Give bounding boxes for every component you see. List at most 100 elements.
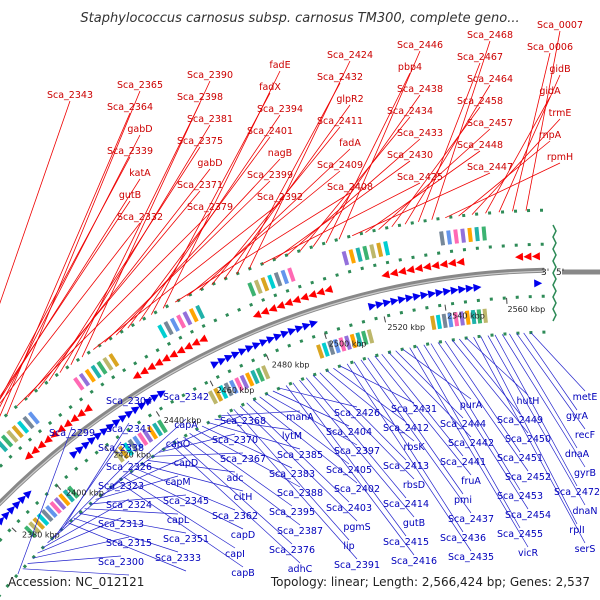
- bottom-leader-line: [57, 441, 122, 533]
- top-gene-label: Sca_2364: [107, 102, 153, 113]
- top-gene-label: Sca_2390: [187, 70, 233, 81]
- bottom-leader-line: [266, 393, 358, 446]
- forward-gene-arrow-shape: [140, 366, 149, 375]
- bottom-leader-line: [62, 422, 130, 529]
- top-leader-line: [0, 134, 141, 408]
- bottom-gene-label: Sca_2413: [383, 461, 429, 472]
- bottom-gene-label: Sca_2351: [163, 534, 209, 545]
- forward-gene-arrow-shape: [70, 414, 80, 423]
- top-gene-label: Sca_2398: [177, 92, 223, 103]
- track-border-dots: [0, 208, 557, 598]
- bottom-leader-line: [333, 367, 407, 423]
- reverse-gene-arrow-shape: [230, 351, 240, 360]
- top-gene-label: Sca_2411: [317, 116, 363, 127]
- reverse-gene-arrow-shape: [111, 419, 121, 427]
- tick-label: 2460 kbp: [217, 386, 255, 395]
- reverse-gene-arrow: [143, 398, 153, 407]
- top-gene-label: Sca_2438: [397, 84, 443, 95]
- bottom-leader-line: [129, 472, 244, 530]
- forward-gene-arrow-shape: [37, 440, 47, 449]
- top-gene-label: fadX: [259, 82, 281, 93]
- bottom-gene-label: Sca_2435: [448, 552, 494, 563]
- bottom-leader-line: [123, 476, 236, 549]
- forward-gene-arrow: [191, 338, 201, 346]
- reverse-gene-arrow-shape: [309, 320, 318, 328]
- bottom-leader-line: [430, 343, 521, 491]
- bottom-leader-line: [319, 372, 407, 461]
- bottom-gene-label: capO: [166, 439, 191, 450]
- reverse-gene-arrow-shape: [367, 302, 377, 311]
- reverse-gene-arrow-shape: [412, 293, 422, 301]
- top-leader-line: [365, 150, 481, 233]
- forward-gene-arrow-shape: [57, 424, 67, 433]
- bottom-leader-line: [141, 464, 244, 492]
- top-gene-label: Sca_2446: [397, 40, 443, 51]
- reverse-gene-arrow: [273, 333, 283, 342]
- reverse-annotation-block: [122, 442, 135, 456]
- forward-gene-arrow-shape: [439, 259, 448, 268]
- reverse-annotation-block: [218, 384, 229, 400]
- reverse-gene-arrow: [137, 402, 147, 411]
- reverse-annotation-block: [361, 330, 369, 346]
- forward-gene-arrow-shape: [44, 435, 53, 444]
- reverse-gene-arrow: [223, 354, 233, 363]
- bottom-leader-line: [272, 390, 350, 427]
- reverse-gene-arrow-shape: [244, 345, 254, 353]
- top-leader-line: [352, 172, 491, 237]
- bottom-leader-line: [252, 399, 358, 484]
- top-gene-label: Sca_2399: [247, 170, 293, 181]
- bottom-leader-line: [47, 479, 122, 544]
- top-gene-label: Sca_2430: [387, 150, 433, 161]
- reverse-annotation-block: [147, 425, 159, 440]
- forward-gene-arrow-shape: [31, 445, 41, 455]
- bottom-gene-label: Sca_2367: [220, 454, 266, 465]
- tick-mark: [209, 380, 214, 387]
- reverse-gene-arrow-shape: [465, 284, 474, 293]
- top-gene-label: Sca_2464: [467, 74, 513, 85]
- bottom-leader-line: [509, 333, 578, 449]
- reverse-annotation-block: [349, 333, 358, 349]
- tick-mark: [104, 445, 110, 452]
- bottom-gene-label: rbsD: [403, 480, 425, 491]
- top-leader-line: [59, 124, 211, 373]
- forward-gene-arrow: [447, 258, 457, 267]
- forward-gene-arrow-shape: [300, 292, 310, 301]
- forward-annotation-block: [247, 282, 257, 297]
- forward-gene-arrow-shape: [531, 252, 541, 261]
- forward-gene-arrow: [414, 263, 424, 272]
- forward-gene-arrow: [44, 435, 53, 444]
- top-gene-label: gutB: [119, 190, 141, 201]
- reverse-gene-arrow: [442, 287, 452, 296]
- forward-gene-arrow: [316, 287, 326, 296]
- bottom-gene-label: purA: [460, 400, 483, 411]
- forward-annotation-block: [108, 353, 120, 368]
- forward-gene-arrow-shape: [324, 285, 334, 293]
- forward-gene-arrow-shape: [406, 265, 415, 274]
- reverse-gene-arrow: [301, 322, 311, 331]
- bottom-gene-label: Sca_2449: [497, 415, 543, 426]
- top-leader-line: [37, 168, 211, 390]
- bottom-gene-label: Sca_2395: [269, 507, 315, 518]
- forward-gene-arrow: [515, 252, 524, 261]
- top-gene-label: gidB: [549, 64, 570, 75]
- reverse-gene-arrow-shape: [6, 506, 15, 515]
- top-gene-label: katA: [129, 168, 151, 179]
- top-gene-label: Sca_2375: [177, 136, 223, 147]
- origin-left-marker: 3': [541, 268, 549, 278]
- forward-annotation-block: [273, 272, 283, 287]
- bottom-leader-line: [170, 444, 301, 564]
- forward-gene-arrow-shape: [252, 310, 262, 318]
- top-gene-label: trmE: [549, 108, 572, 119]
- forward-annotation-block: [287, 267, 296, 282]
- forward-gene-arrow-shape: [381, 270, 391, 279]
- forward-annotation-block: [267, 274, 276, 290]
- forward-gene-arrow-shape: [447, 258, 457, 267]
- reverse-gene-arrow: [244, 345, 254, 353]
- forward-gene-arrow-shape: [50, 429, 60, 438]
- reverse-gene-arrow-shape: [22, 490, 32, 499]
- topology-text: Topology: linear; Length: 2,566,424 bp; …: [270, 575, 590, 589]
- reverse-annotation-block: [239, 374, 250, 390]
- top-gene-label: Sca_2457: [467, 118, 513, 129]
- bottom-leader-line: [451, 339, 529, 434]
- bottom-gene-label: Sca_2412: [383, 423, 429, 434]
